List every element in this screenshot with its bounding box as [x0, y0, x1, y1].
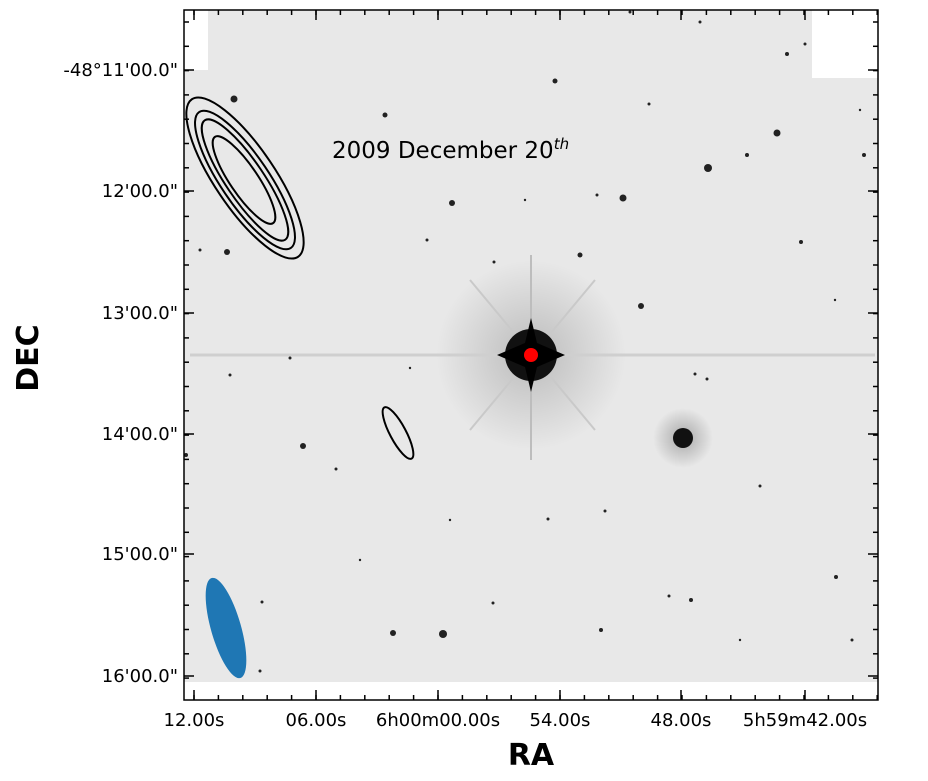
field-star — [619, 194, 627, 202]
field-star — [198, 248, 202, 252]
ra-tick-label: 54.00s — [530, 710, 591, 731]
field-star — [523, 198, 527, 202]
x-axis-title: RA — [508, 738, 555, 773]
field-star — [603, 509, 607, 513]
field-star — [803, 42, 807, 46]
field-star — [862, 153, 866, 157]
field-star — [439, 630, 447, 638]
field-star — [745, 153, 749, 157]
field-star — [552, 78, 558, 84]
beam-ellipse — [205, 577, 247, 679]
field-star — [408, 366, 412, 370]
dec-tick-label: 14'00.0" — [102, 424, 178, 445]
field-star — [334, 467, 338, 471]
field-star — [704, 164, 712, 172]
field-star — [358, 558, 362, 562]
field-star — [758, 484, 762, 488]
secondary-star — [673, 428, 693, 448]
ra-tick-label: 12.00s — [164, 710, 225, 731]
ra-tick-label: 6h00m00.00s — [376, 710, 500, 731]
field-star — [382, 112, 388, 118]
source-marker — [524, 348, 538, 362]
field-star — [260, 600, 264, 604]
field-star — [449, 200, 455, 206]
field-star — [599, 628, 603, 632]
ra-tick-labels: 12.00s 06.00s 6h00m00.00s 54.00s 48.00s … — [164, 710, 868, 731]
field-star — [647, 102, 651, 106]
dec-tick-label: 16'00.0" — [102, 666, 178, 687]
field-star — [833, 298, 837, 302]
field-star — [224, 249, 230, 255]
field-star — [689, 598, 693, 602]
date-annotation: 2009 December 20th — [332, 135, 569, 164]
masked-strip — [184, 682, 878, 700]
plot-frame — [183, 9, 879, 701]
field-star — [667, 594, 671, 598]
radio-contours — [185, 96, 415, 460]
field-star — [546, 517, 550, 521]
ra-tick-label: 06.00s — [286, 710, 347, 731]
field-star — [834, 575, 838, 579]
axis-ticks — [184, 10, 878, 700]
field-star — [258, 669, 262, 673]
field-star — [288, 356, 292, 360]
ra-tick-label: 48.00s — [651, 710, 712, 731]
field-star — [628, 10, 632, 14]
field-star — [705, 377, 709, 381]
field-star — [425, 238, 429, 242]
field-star — [448, 518, 452, 522]
dec-tick-label: 15'00.0" — [102, 544, 178, 565]
field-star — [491, 601, 495, 605]
field-star — [230, 95, 238, 103]
field-star — [785, 52, 789, 56]
field-star — [595, 193, 599, 197]
field-star — [300, 443, 306, 449]
ra-tick-label: 5h59m42.00s — [743, 710, 867, 731]
field-star — [858, 108, 862, 112]
y-axis-title: DEC — [11, 324, 46, 391]
field-star — [577, 252, 583, 258]
field-star — [799, 240, 803, 244]
dec-tick-labels: -48°11'00.0" 12'00.0" 13'00.0" 14'00.0" … — [63, 60, 178, 687]
field-star — [638, 303, 644, 309]
field-star — [698, 20, 702, 24]
field-star — [693, 372, 697, 376]
field-stars — [184, 10, 866, 673]
field-star — [850, 638, 854, 642]
masked-corner — [812, 10, 878, 78]
field-star — [228, 373, 232, 377]
dec-tick-label: -48°11'00.0" — [63, 60, 178, 81]
image-area: 2009 December 20th — [184, 10, 878, 700]
dec-tick-label: 13'00.0" — [102, 303, 178, 324]
field-star — [738, 638, 742, 642]
field-star — [390, 630, 396, 636]
dec-tick-label: 12'00.0" — [102, 181, 178, 202]
field-star — [773, 129, 781, 137]
field-star — [184, 453, 188, 457]
field-star — [492, 260, 496, 264]
